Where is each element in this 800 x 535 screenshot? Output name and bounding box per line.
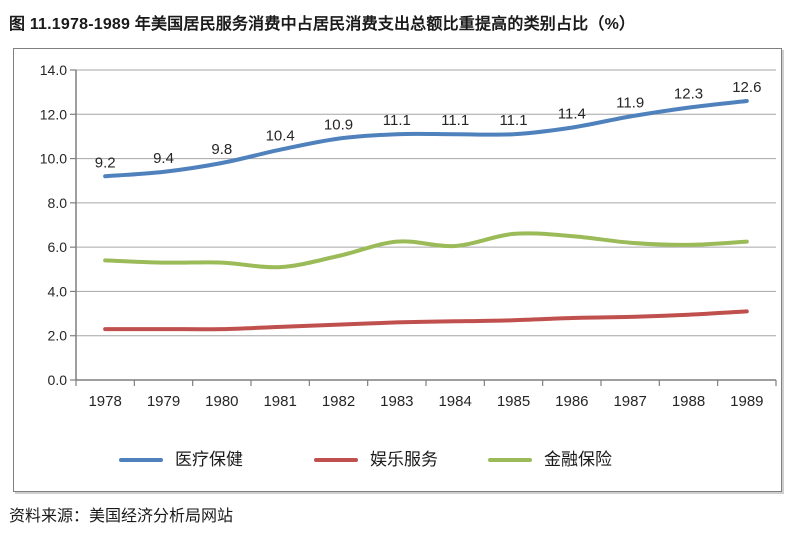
data-label-medical-care: 11.1 [441,112,469,129]
y-tick-label: 2.0 [48,328,68,344]
x-tick-label: 1980 [205,393,238,410]
x-tick-label: 1984 [438,393,471,410]
x-tick-label: 1982 [322,393,355,410]
data-label-medical-care: 11.1 [383,112,411,129]
y-tick-label: 8.0 [48,195,68,211]
x-tick-label: 1981 [263,393,296,410]
y-tick-label: 10.0 [40,151,67,167]
line-chart-plot: 0.0 2.0 4.0 6.0 8.0 10.0 12.0 14.0 1978 1979 1980 1… [40,62,777,410]
x-tick-label: 1983 [380,393,413,410]
series-line-finance-insurance [103,231,749,270]
y-tick-label: 6.0 [48,239,68,255]
chart-frame: 0.0 2.0 4.0 6.0 8.0 10.0 12.0 14.0 1978 1979 1980 1… [13,48,782,492]
y-tick-label: 0.0 [48,372,68,388]
data-label-medical-care: 11.9 [616,95,644,112]
x-tick-label: 1978 [88,393,121,410]
x-tick-label: 1989 [730,393,763,410]
x-tick-label: 1979 [147,393,180,410]
x-tick-label: 1985 [497,393,530,410]
data-label-medical-care: 12.3 [674,86,703,103]
data-label-medical-care: 9.4 [153,150,174,167]
series-line-entertainment-services [103,309,749,332]
y-tick-label: 12.0 [40,106,67,122]
data-label-medical-care: 11.1 [499,112,527,129]
y-tick-label: 14.0 [40,62,67,78]
source-note: 资料来源：美国经济分析局网站 [9,508,234,525]
x-tick-label: 1986 [555,393,588,410]
data-label-medical-care: 11.4 [558,106,586,123]
data-label-medical-care: 9.2 [95,154,116,171]
x-tick-label: 1987 [613,393,646,410]
data-label-medical-care: 10.9 [324,117,353,134]
data-label-medical-care: 12.6 [732,79,761,96]
series-line-medical-care [103,99,749,179]
data-label-medical-care: 9.8 [211,141,232,158]
figure-title: 图 11.1978-1989 年美国居民服务消费中占居民消费支出总额比重提高的类… [9,16,636,33]
x-tick-label: 1988 [672,393,705,410]
y-tick-label: 4.0 [48,283,68,299]
data-label-medical-care: 10.4 [266,128,295,145]
